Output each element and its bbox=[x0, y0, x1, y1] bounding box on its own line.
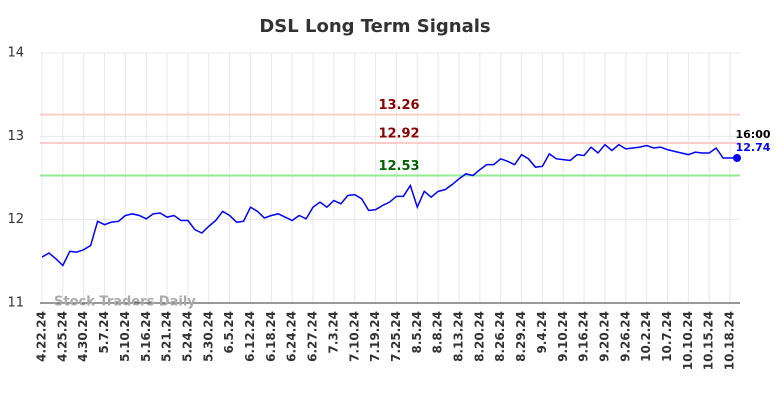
x-tick-label: 5.16.24 bbox=[139, 311, 153, 362]
x-tick-label: 10.10.24 bbox=[681, 311, 695, 370]
reference-label: 12.53 bbox=[378, 159, 419, 174]
y-tick-label: 13 bbox=[7, 129, 24, 144]
x-tick-label: 8.5.24 bbox=[410, 311, 424, 354]
x-tick-label: 8.13.24 bbox=[452, 311, 466, 362]
x-tick-label: 9.4.24 bbox=[535, 311, 549, 354]
x-tick-label: 5.10.24 bbox=[118, 311, 132, 362]
x-tick-label: 4.22.24 bbox=[35, 311, 49, 362]
x-tick-label: 5.24.24 bbox=[180, 311, 194, 362]
x-tick-label: 8.29.24 bbox=[514, 311, 528, 362]
x-tick-label: 9.20.24 bbox=[597, 311, 611, 362]
x-tick-label: 7.10.24 bbox=[347, 311, 361, 362]
y-tick-label: 11 bbox=[7, 296, 24, 311]
x-tick-label: 5.7.24 bbox=[97, 311, 111, 354]
x-tick-label: 8.20.24 bbox=[472, 311, 486, 362]
x-tick-label: 9.10.24 bbox=[556, 311, 570, 362]
x-tick-label: 7.3.24 bbox=[326, 311, 340, 354]
x-tick-label: 5.30.24 bbox=[201, 311, 215, 362]
x-tick-label: 6.5.24 bbox=[222, 311, 236, 354]
x-tick-label: 10.18.24 bbox=[723, 311, 737, 370]
y-tick-label: 12 bbox=[7, 212, 24, 227]
y-tick-label: 14 bbox=[7, 46, 24, 61]
chart-title: DSL Long Term Signals bbox=[259, 16, 490, 37]
last-value: 12.74 bbox=[736, 141, 771, 154]
reference-label: 12.92 bbox=[378, 127, 419, 142]
line bbox=[41, 143, 737, 267]
last-point bbox=[733, 154, 741, 162]
reference-label: 13.26 bbox=[378, 98, 419, 113]
x-tick-label: 5.21.24 bbox=[160, 311, 174, 362]
x-tick-label: 4.25.24 bbox=[55, 311, 69, 362]
watermark: Stock Traders Daily bbox=[54, 295, 196, 310]
x-tick-label: 6.18.24 bbox=[264, 311, 278, 362]
x-tick-label: 10.15.24 bbox=[702, 311, 716, 370]
x-tick-label: 8.8.24 bbox=[431, 311, 445, 354]
x-tick-label: 6.24.24 bbox=[285, 311, 299, 362]
x-tick-label: 10.2.24 bbox=[639, 311, 653, 362]
x-tick-label: 9.16.24 bbox=[577, 311, 591, 362]
x-tick-label: 7.19.24 bbox=[368, 311, 382, 362]
x-tick-label: 6.12.24 bbox=[243, 311, 257, 362]
x-tick-label: 4.30.24 bbox=[76, 311, 90, 362]
x-tick-label: 10.7.24 bbox=[660, 311, 674, 362]
x-tick-label: 8.26.24 bbox=[493, 311, 507, 362]
x-tick-label: 9.26.24 bbox=[618, 311, 632, 362]
x-tick-label: 7.25.24 bbox=[389, 311, 403, 362]
x-tick-label: 6.27.24 bbox=[306, 311, 320, 362]
last-time: 16:00 bbox=[735, 128, 770, 141]
